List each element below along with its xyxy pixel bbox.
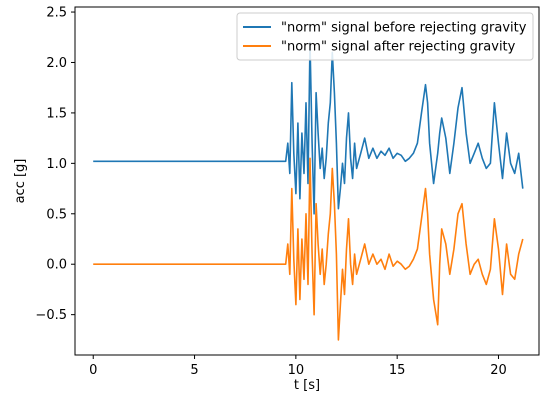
legend-label: "norm" signal after rejecting gravity xyxy=(281,40,516,55)
plot-frame xyxy=(74,6,540,356)
x-tick-label: 5 xyxy=(190,363,198,378)
y-tick-label: 2.5 xyxy=(46,6,67,21)
x-tick-label: 15 xyxy=(389,363,406,378)
y-tick-label: 0.5 xyxy=(46,207,67,222)
x-axis-label: t [s] xyxy=(294,378,320,393)
x-tick-label: 10 xyxy=(288,363,305,378)
legend: "norm" signal before rejecting gravity "n… xyxy=(236,12,534,61)
y-tick-label: 2.0 xyxy=(46,56,67,71)
y-tick-label: −0.5 xyxy=(35,308,67,323)
x-axis: 0 5 10 15 20 xyxy=(89,355,507,378)
series-line-1 xyxy=(93,41,524,215)
y-axis: −0.5 0.0 0.5 1.0 1.5 2.0 2.5 xyxy=(35,6,75,323)
series-line-2 xyxy=(93,157,524,341)
y-tick-label: 0.0 xyxy=(46,258,67,273)
y-tick-label: 1.5 xyxy=(46,106,67,121)
y-axis-label: acc [g] xyxy=(13,159,28,204)
y-tick-label: 1.0 xyxy=(46,157,67,172)
x-tick-label: 20 xyxy=(490,363,507,378)
series-layer xyxy=(93,41,524,341)
legend-label: "norm" signal before rejecting gravity xyxy=(281,21,527,36)
x-tick-label: 0 xyxy=(89,363,97,378)
legend-box xyxy=(236,12,534,61)
